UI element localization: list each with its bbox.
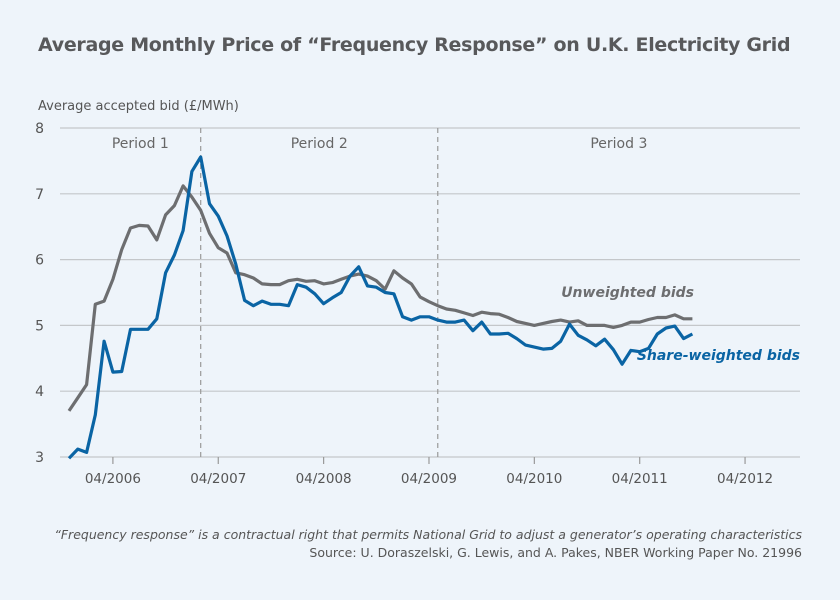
series-label-unweighted: Unweighted bids <box>561 285 694 301</box>
y-tick-label: 6 <box>35 253 44 269</box>
x-tick-label: 04/2010 <box>506 471 562 487</box>
x-tick-label: 04/2012 <box>717 471 773 487</box>
x-tick-label: 04/2007 <box>190 471 246 487</box>
period-label: Period 1 <box>112 136 169 152</box>
y-tick-label: 8 <box>35 121 44 137</box>
y-tick-label: 3 <box>35 450 44 466</box>
footnote: “Frequency response” is a contractual ri… <box>54 527 802 542</box>
y-tick-label: 7 <box>35 187 44 203</box>
period-label: Period 2 <box>291 136 348 152</box>
x-tick-label: 04/2009 <box>401 471 457 487</box>
y-tick-label: 5 <box>35 318 44 334</box>
source-note: Source: U. Doraszelski, G. Lewis, and A.… <box>309 545 802 560</box>
period-label: Period 3 <box>590 136 647 152</box>
series-line-share-weighted <box>67 155 694 460</box>
chart-title: Average Monthly Price of “Frequency Resp… <box>38 34 791 56</box>
x-tick-label: 04/2011 <box>612 471 668 487</box>
x-tick-label: 04/2008 <box>296 471 352 487</box>
y-tick-label: 4 <box>35 384 44 400</box>
series-label-share-weighted: Share-weighted bids <box>637 348 800 364</box>
y-axis-label: Average accepted bid (£/MWh) <box>38 99 239 114</box>
x-tick-label: 04/2006 <box>85 471 141 487</box>
series-line-unweighted <box>67 184 693 412</box>
